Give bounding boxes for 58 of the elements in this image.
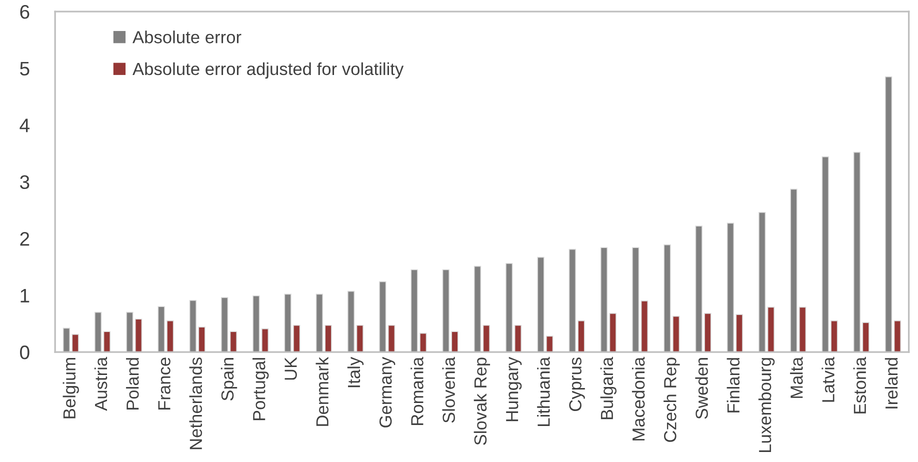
legend-label: Absolute error adjusted for volatility	[132, 62, 404, 79]
bar	[609, 313, 616, 352]
bar	[94, 312, 102, 352]
y-tick-label: 4	[20, 118, 30, 132]
x-tick-label: Portugal	[252, 358, 269, 420]
legend-label: Absolute error	[132, 30, 242, 44]
bar	[230, 331, 237, 352]
x-tick-label: Cyprus	[569, 358, 585, 412]
y-tick-label: 6	[20, 5, 30, 19]
bar	[736, 314, 743, 352]
y-tick-label: 0	[20, 346, 30, 360]
bar	[103, 331, 111, 352]
x-tick-label: Denmark	[316, 356, 329, 426]
bar	[356, 324, 364, 352]
x-tick-label: Latvia	[822, 356, 834, 402]
bar	[220, 297, 228, 352]
y-tick-label: 1	[20, 288, 30, 302]
x-tick-label: Italy	[347, 356, 364, 388]
bar	[379, 281, 386, 352]
bar	[632, 247, 640, 352]
x-tick-label: Finland	[726, 358, 740, 412]
x-tick-label: Macedonia	[632, 356, 645, 440]
x-tick-label: Austria	[94, 356, 108, 411]
x-tick-label: Estonia	[853, 356, 866, 414]
bar	[726, 222, 734, 352]
x-tick-label: Slovenia	[442, 356, 455, 423]
x-tick-label: Belgium	[62, 358, 79, 418]
y-tick-label: 2	[20, 232, 30, 246]
x-tick-label: Spain	[220, 358, 238, 401]
bar	[514, 324, 522, 352]
bar	[640, 300, 648, 352]
x-tick-label: Sweden	[695, 358, 708, 419]
x-tick-label: Luxembourg	[758, 358, 775, 452]
x-tick-label: France	[158, 358, 170, 410]
bar	[506, 263, 513, 352]
x-tick-label: Hungary	[506, 356, 522, 422]
x-tick-label: Czech Rep	[664, 358, 680, 442]
bar	[482, 324, 490, 352]
x-tick-label: Netherlands	[189, 358, 202, 450]
y-tick-label: 5	[20, 62, 30, 76]
bar	[388, 324, 396, 352]
bar	[894, 320, 902, 352]
bar	[600, 247, 608, 352]
bar	[758, 212, 766, 352]
x-tick-label: Romania	[410, 356, 424, 425]
x-tick-label: Lithuania	[537, 356, 550, 426]
bar	[347, 290, 355, 352]
bar	[885, 76, 892, 352]
x-tick-label: Ireland	[884, 358, 898, 408]
x-tick-label: Malta	[790, 356, 803, 398]
x-tick-label: Slovak Rep	[474, 358, 490, 445]
bar	[767, 306, 775, 352]
x-tick-label: Poland	[126, 358, 139, 410]
bar	[474, 266, 482, 352]
y-tick-label: 3	[20, 175, 30, 190]
x-tick-label: Germany	[379, 356, 396, 428]
x-tick-label: Bulgaria	[600, 356, 617, 420]
x-tick-label: UK	[284, 357, 297, 380]
